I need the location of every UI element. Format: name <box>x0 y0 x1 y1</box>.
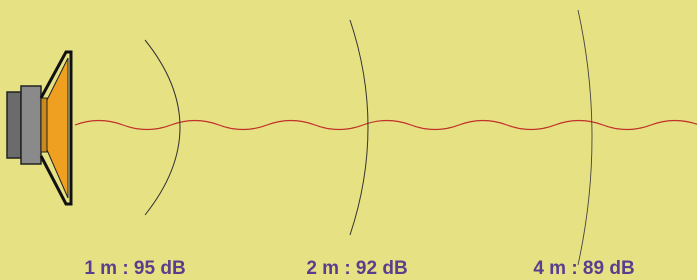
distance-label: 4 m : 89 dB <box>533 258 634 279</box>
background <box>0 0 697 280</box>
distance-label: 1 m : 95 dB <box>84 258 185 279</box>
page: 1 m : 95 dB 2 m : 92 dB 4 m : 89 dB (() … <box>0 0 697 280</box>
speaker-magnet <box>7 92 21 158</box>
speaker-body <box>21 86 41 164</box>
diagram: 1 m : 95 dB 2 m : 92 dB 4 m : 89 dB <box>0 0 697 280</box>
distance-label: 2 m : 92 dB <box>306 258 407 279</box>
speaker-coil <box>41 98 47 152</box>
